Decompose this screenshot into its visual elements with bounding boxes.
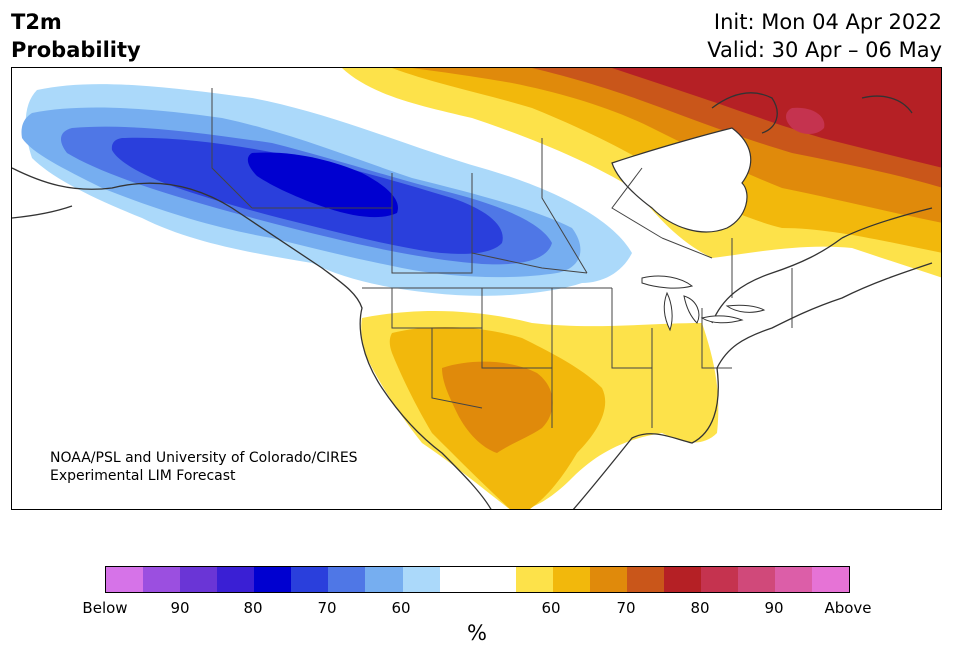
colorbar-tick-below: Below <box>82 599 128 617</box>
colorbar-segment <box>254 567 292 592</box>
colorbar-segment <box>626 567 664 592</box>
colorbar-tick-cold-60: 60 <box>391 599 411 617</box>
colorbar-segment <box>143 567 181 592</box>
colorbar-tick-above: Above <box>824 599 872 617</box>
colorbar-segment <box>291 567 329 592</box>
colorbar-segment <box>737 567 775 592</box>
map-panel: NOAA/PSL and University of Colorado/CIRE… <box>11 67 942 510</box>
coastlines <box>12 92 933 509</box>
colorbar-segment <box>328 567 366 592</box>
colorbar-tick-cold-90: 90 <box>170 599 190 617</box>
colorbar-segment <box>663 567 701 592</box>
colorbar-segment <box>700 567 738 592</box>
colorbar-segment <box>774 567 813 592</box>
colorbar-unit: % <box>467 621 487 645</box>
credit-line-1: NOAA/PSL and University of Colorado/CIRE… <box>50 450 358 466</box>
map-title: T2m Probability <box>11 8 141 64</box>
colorbar-segment <box>402 567 440 592</box>
colorbar-segment <box>217 567 255 592</box>
colorbar-tick-cold-80: 80 <box>243 599 263 617</box>
cold-region-max <box>247 152 398 218</box>
colorbar-tick-warm-80: 80 <box>690 599 710 617</box>
forecast-dates: Init: Mon 04 Apr 2022 Valid: 30 Apr – 06… <box>707 8 942 64</box>
credit-line-2: Experimental LIM Forecast <box>50 468 236 484</box>
colorbar-tick-cold-70: 70 <box>317 599 337 617</box>
political-boundaries <box>211 88 793 428</box>
colorbar-segment <box>180 567 218 592</box>
product-label: Probability <box>11 38 141 62</box>
colorbar-segment <box>515 567 553 592</box>
colorbar-segment <box>106 567 144 592</box>
colorbar-segment <box>589 567 627 592</box>
colorbar-segment <box>365 567 403 592</box>
init-date: Init: Mon 04 Apr 2022 <box>713 10 942 34</box>
valid-period: Valid: 30 Apr – 06 May <box>707 38 942 62</box>
colorbar-tick-warm-90: 90 <box>764 599 784 617</box>
probability-map <box>12 68 941 509</box>
hudson-bay <box>611 127 752 233</box>
colorbar-tick-warm-70: 70 <box>616 599 636 617</box>
great-lakes <box>641 275 766 332</box>
variable-label: T2m <box>11 10 62 34</box>
colorbar-tick-warm-60: 60 <box>541 599 561 617</box>
colorbar-segment <box>812 567 850 592</box>
map-credit: NOAA/PSL and University of Colorado/CIRE… <box>50 449 358 485</box>
warm-region-canada-extreme <box>786 107 825 134</box>
warm-region-us-strong <box>442 361 553 453</box>
colorbar-segment <box>439 567 516 592</box>
probability-colorbar <box>105 566 850 593</box>
colorbar-segment <box>552 567 590 592</box>
